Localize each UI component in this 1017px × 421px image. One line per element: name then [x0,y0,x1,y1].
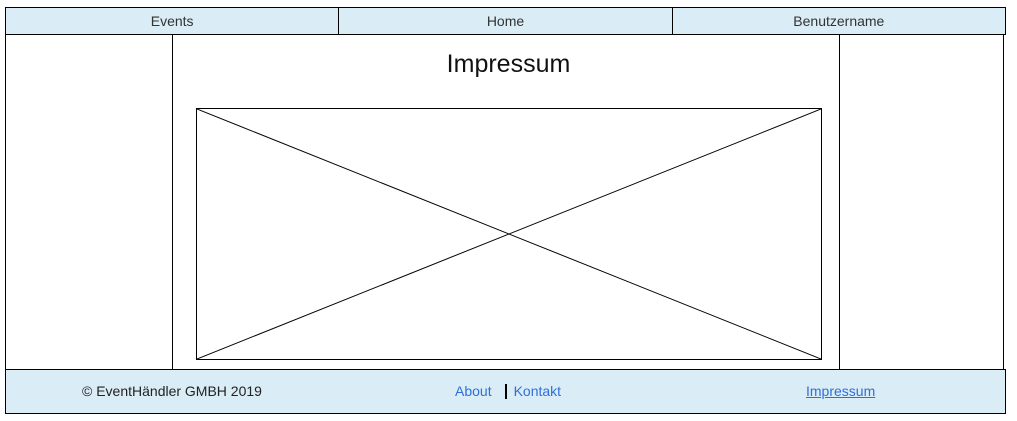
content-column [172,34,840,370]
nav-item-label: Events [150,13,194,29]
nav-item-home[interactable]: Home [339,7,673,35]
image-placeholder [196,108,822,360]
placeholder-cross-icon [197,109,821,359]
nav-item-label: Benutzername [793,13,885,29]
impressum-link[interactable]: Impressum [806,383,876,399]
nav-item-label: Home [486,13,525,29]
copyright-text: © EventHändler GMBH 2019 [82,383,262,399]
nav-item-events[interactable]: Events [5,7,340,35]
link-separator [504,383,507,399]
top-navigation: Events Home Benutzername [5,7,1006,35]
page-title: Impressum [446,50,571,78]
about-link[interactable]: About [455,383,492,399]
contact-link[interactable]: Kontakt [513,383,562,399]
nav-item-username[interactable]: Benutzername [672,7,1006,35]
footer: © EventHändler GMBH 2019 About Kontakt I… [5,369,1006,414]
footer-links: About Kontakt [455,383,561,399]
